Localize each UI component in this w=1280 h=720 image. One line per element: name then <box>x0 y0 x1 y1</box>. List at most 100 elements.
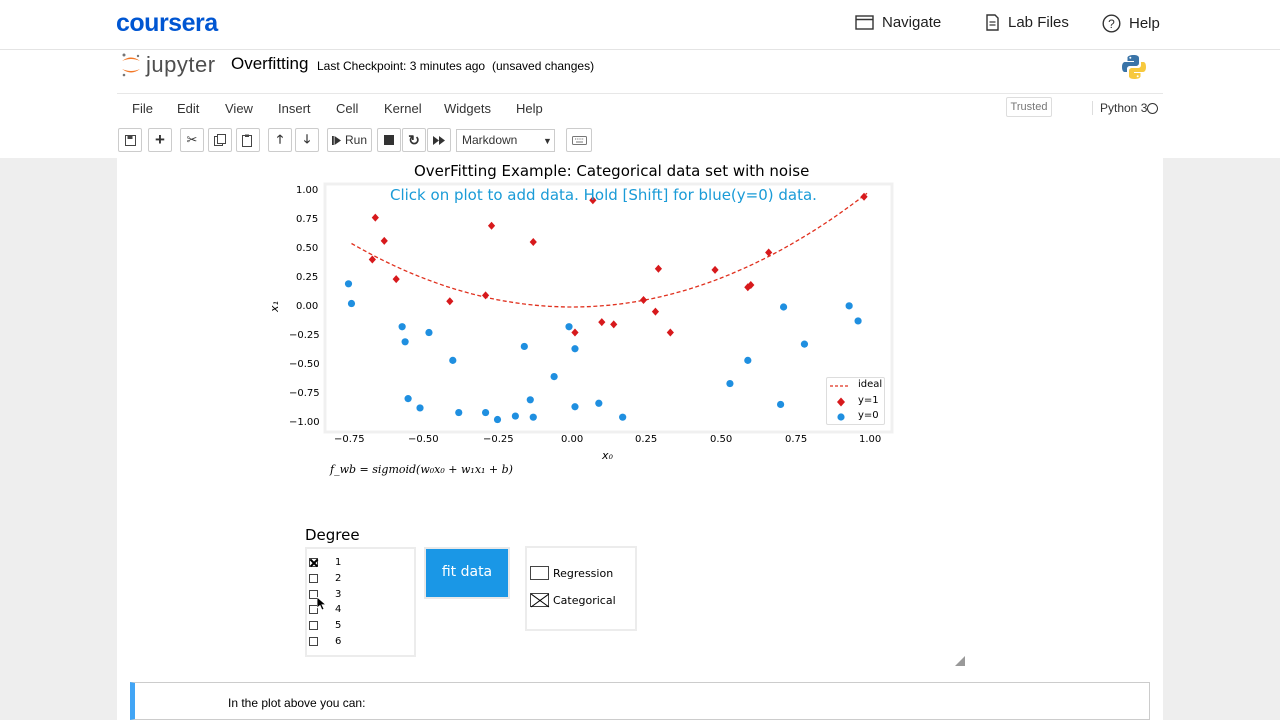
stop-icon <box>384 135 394 145</box>
mode-label: Categorical <box>553 593 616 607</box>
plot-area[interactable] <box>323 182 894 434</box>
degree-option[interactable]: 4 <box>309 602 341 616</box>
circle-marker-icon <box>837 413 845 421</box>
y-axis-label: x₁ <box>267 301 281 312</box>
cell-type-select[interactable]: Markdown <box>456 129 555 152</box>
y-tick-label: −0.50 <box>289 359 320 370</box>
degree-option[interactable]: 6 <box>309 634 341 648</box>
data-point-y1 <box>744 283 752 292</box>
data-point-y0 <box>398 323 406 331</box>
lab-files-link[interactable]: Lab Files <box>985 14 1069 31</box>
jupyter-logo[interactable]: jupyter <box>120 52 216 78</box>
data-point-y0 <box>800 340 809 348</box>
checkbox[interactable] <box>309 620 318 630</box>
menubar <box>117 93 1163 123</box>
data-point-y0 <box>520 342 528 351</box>
kernel-status-icon <box>1147 103 1158 114</box>
x-tick-label: 1.00 <box>859 434 882 445</box>
scissors-icon: ✂ <box>186 132 198 147</box>
data-point-y0 <box>779 303 788 311</box>
markdown-text: In the plot above you can: <box>228 696 366 710</box>
command-palette-button[interactable] <box>566 128 592 152</box>
arrow-down-icon: 🡓 <box>303 131 311 146</box>
menu-file[interactable]: File <box>132 101 153 116</box>
coursera-logo[interactable]: coursera <box>116 9 218 37</box>
legend-item-y0: y=0 <box>827 410 886 424</box>
degree-option-label: 1 <box>335 556 342 568</box>
data-point-y0 <box>401 338 409 346</box>
menu-widgets[interactable]: Widgets <box>444 101 491 116</box>
mode-option-regression[interactable]: Regression <box>530 566 613 580</box>
checkbox-checked[interactable] <box>309 557 318 567</box>
y-tick-label: −1.00 <box>289 417 320 428</box>
x-tick-label: −0.75 <box>334 434 365 445</box>
degree-option[interactable]: 5 <box>309 618 341 632</box>
checkbox[interactable] <box>309 604 318 614</box>
interrupt-button[interactable] <box>377 128 401 152</box>
checkbox-checked[interactable] <box>530 593 549 607</box>
data-point-y1 <box>651 307 660 316</box>
fit-data-button[interactable]: fit data <box>424 547 510 599</box>
data-point-y0 <box>529 413 537 421</box>
insert-cell-button[interactable]: + <box>148 128 172 152</box>
y-tick-label: −0.75 <box>289 388 320 399</box>
data-point-y1 <box>529 238 537 247</box>
data-point-y0 <box>854 317 862 325</box>
refresh-icon: ↻ <box>408 131 420 148</box>
run-button[interactable]: Run <box>327 128 372 152</box>
checkbox[interactable] <box>309 589 318 599</box>
notebook-name[interactable]: Overfitting <box>231 54 309 73</box>
degree-option[interactable]: 1 <box>309 555 341 569</box>
data-point-y0 <box>845 302 853 310</box>
kernel-name[interactable]: Python 3 <box>1092 101 1147 115</box>
data-point-y0 <box>493 415 502 424</box>
dashed-line-icon <box>830 385 850 387</box>
paste-button[interactable] <box>236 128 260 152</box>
move-down-button[interactable]: 🡓 <box>295 128 319 152</box>
data-point-y1 <box>446 297 454 306</box>
legend-item-ideal: ideal <box>827 379 886 393</box>
save-icon <box>124 134 136 146</box>
data-point-y0 <box>404 395 412 403</box>
python-icon <box>1122 55 1146 79</box>
navigate-icon <box>855 15 874 30</box>
trusted-badge[interactable]: Trusted <box>1006 97 1052 117</box>
save-button[interactable] <box>118 128 142 152</box>
restart-button[interactable]: ↻ <box>402 128 426 152</box>
degree-option[interactable]: 2 <box>309 571 341 585</box>
mode-option-categorical[interactable]: Categorical <box>530 593 616 607</box>
copy-button[interactable] <box>208 128 232 152</box>
menu-help[interactable]: Help <box>516 101 543 116</box>
mode-selector <box>525 546 637 631</box>
help-link[interactable]: ? Help <box>1102 14 1160 33</box>
degree-option[interactable]: 3 <box>309 587 341 601</box>
svg-text:?: ? <box>1108 17 1115 31</box>
navigate-link[interactable]: Navigate <box>855 14 941 31</box>
y-tick-label: 0.25 <box>296 272 319 283</box>
data-point-y1 <box>598 318 606 327</box>
degree-option-label: 5 <box>335 619 342 631</box>
data-point-y1 <box>610 320 618 329</box>
menu-edit[interactable]: Edit <box>177 101 200 116</box>
x-tick-label: 0.50 <box>710 434 733 445</box>
data-point-y0 <box>425 328 433 337</box>
checkbox[interactable] <box>309 573 318 583</box>
scatter-plot[interactable] <box>320 180 895 435</box>
menu-kernel[interactable]: Kernel <box>384 101 422 116</box>
checkbox[interactable] <box>530 566 549 580</box>
menu-view[interactable]: View <box>225 101 253 116</box>
paste-icon <box>242 134 252 147</box>
data-point-y0 <box>550 373 558 381</box>
move-up-button[interactable]: 🡑 <box>268 128 292 152</box>
cut-button[interactable]: ✂ <box>180 128 204 152</box>
menu-cell[interactable]: Cell <box>336 101 359 116</box>
x-tick-label: −0.50 <box>408 434 439 445</box>
restart-run-all-button[interactable] <box>427 128 451 152</box>
legend-label: y=0 <box>858 410 879 421</box>
checkpoint-status: Last Checkpoint: 3 minutes ago <box>317 59 486 73</box>
jupyter-icon <box>122 53 140 77</box>
menu-insert[interactable]: Insert <box>278 101 311 116</box>
checkbox[interactable] <box>309 636 318 646</box>
diamond-marker-icon <box>837 397 845 407</box>
resize-handle[interactable] <box>955 656 965 666</box>
